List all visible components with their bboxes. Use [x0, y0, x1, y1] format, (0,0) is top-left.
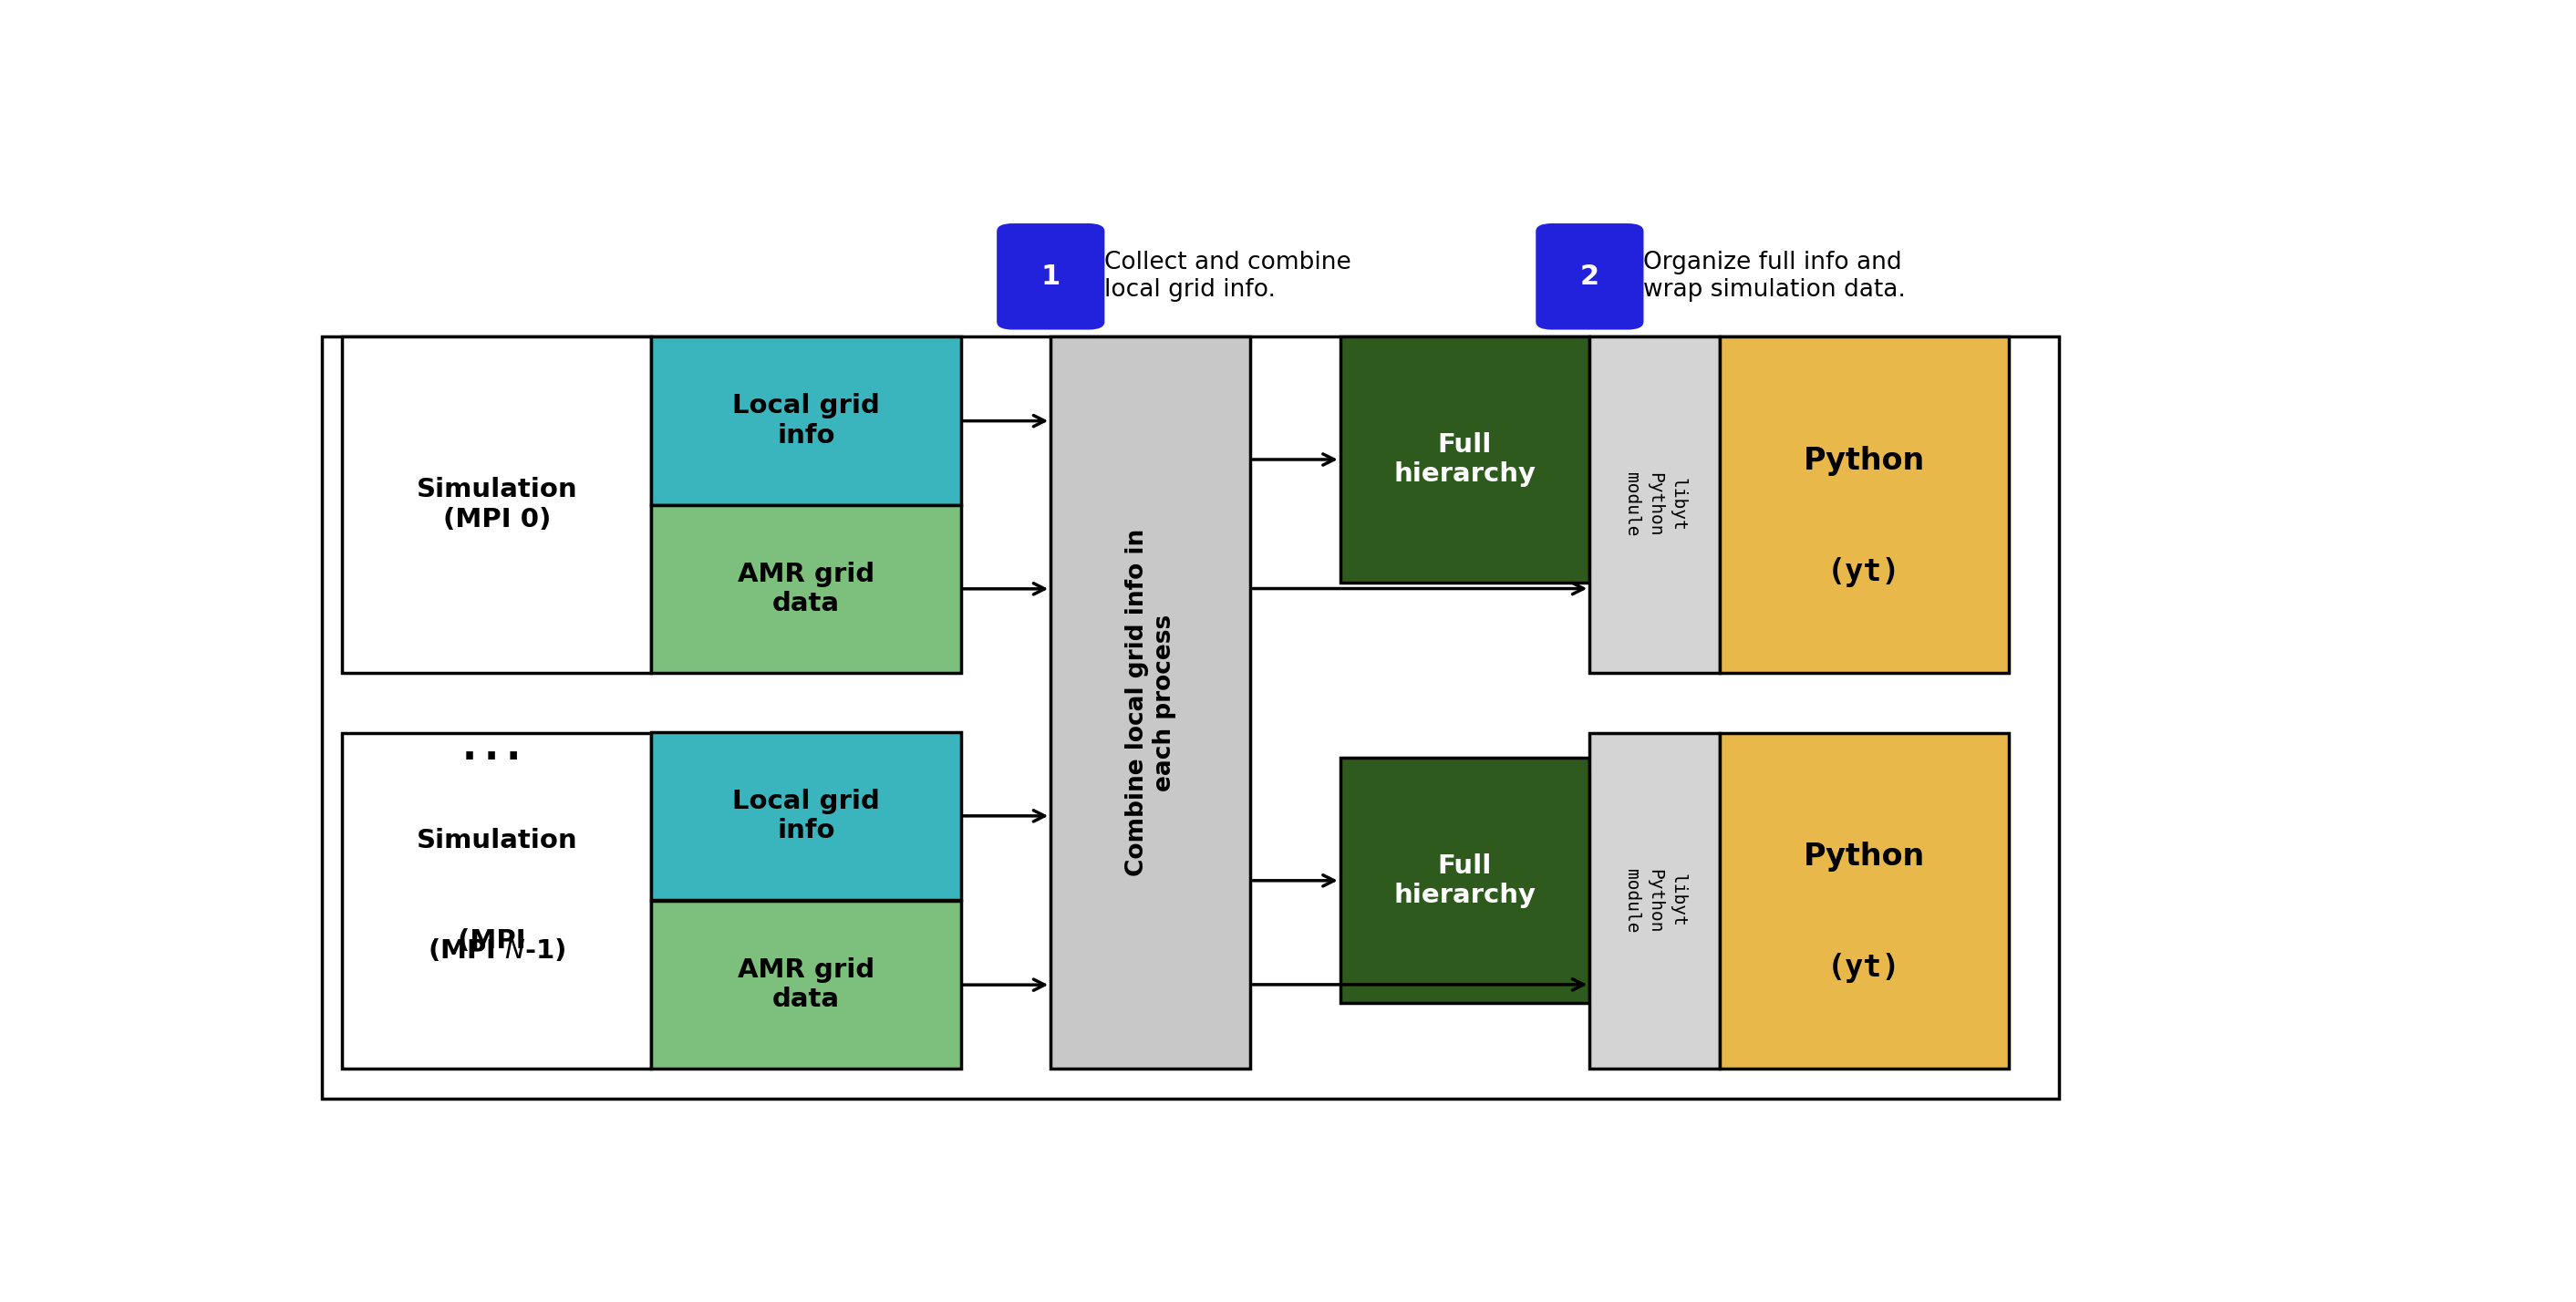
Text: Local grid
info: Local grid info — [732, 789, 881, 844]
Text: (yt): (yt) — [1826, 953, 1901, 983]
Bar — [343, 733, 652, 1069]
FancyBboxPatch shape — [997, 224, 1105, 329]
Text: (yt): (yt) — [1826, 557, 1901, 587]
Text: Collect and combine
local grid info.: Collect and combine local grid info. — [1105, 251, 1352, 302]
Bar — [652, 901, 961, 1069]
Text: (MPI $\it{N}$-1): (MPI $\it{N}$-1) — [428, 937, 567, 963]
Bar — [1051, 337, 1249, 1069]
Text: Full
hierarchy: Full hierarchy — [1394, 432, 1535, 487]
Bar — [322, 337, 2058, 1099]
Text: libyt
Python
module: libyt Python module — [1623, 868, 1687, 932]
Text: AMR grid
data: AMR grid data — [737, 561, 876, 616]
Bar — [1340, 758, 1589, 1004]
Text: 2: 2 — [1579, 263, 1600, 290]
Text: Full
hierarchy: Full hierarchy — [1394, 853, 1535, 907]
Bar — [1589, 337, 1721, 673]
Text: libyt
Python
module: libyt Python module — [1623, 473, 1687, 536]
Text: Python: Python — [1803, 445, 1924, 477]
Bar — [652, 732, 961, 900]
Bar — [652, 337, 961, 505]
FancyBboxPatch shape — [1535, 224, 1643, 329]
Text: Organize full info and
wrap simulation data.: Organize full info and wrap simulation d… — [1643, 251, 1906, 302]
Text: Simulation
(MPI 0): Simulation (MPI 0) — [417, 477, 577, 533]
Bar — [1721, 733, 2009, 1069]
Text: Python: Python — [1803, 842, 1924, 872]
Bar — [652, 505, 961, 673]
Bar — [1340, 337, 1589, 582]
Text: (MPI: (MPI — [459, 928, 536, 953]
Text: ⋯: ⋯ — [459, 727, 526, 789]
Bar — [1721, 337, 2009, 673]
Text: Simulation: Simulation — [417, 828, 577, 853]
Text: AMR grid
data: AMR grid data — [737, 957, 876, 1013]
Bar — [343, 337, 652, 673]
Text: Local grid
info: Local grid info — [732, 393, 881, 448]
Bar — [1589, 733, 1721, 1069]
Text: Combine local grid info in
each process: Combine local grid info in each process — [1126, 529, 1177, 876]
Text: 1: 1 — [1041, 263, 1061, 290]
